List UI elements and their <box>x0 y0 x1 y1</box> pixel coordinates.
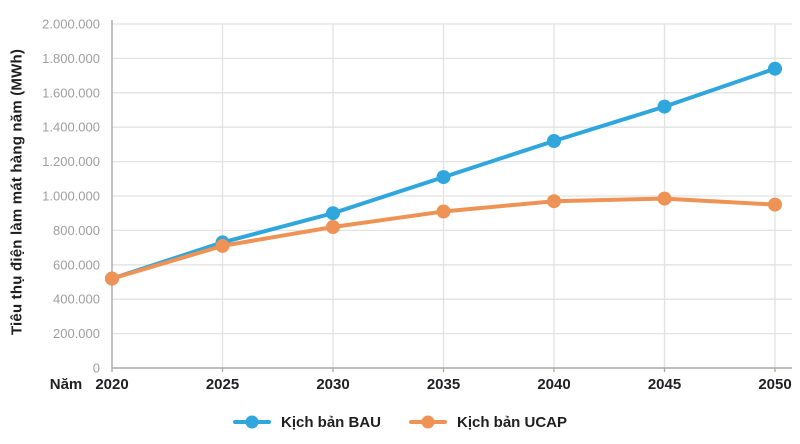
x-tick-label: 2030 <box>316 376 349 393</box>
data-point-ucap-2035 <box>436 204 451 219</box>
x-tick-label: 2050 <box>758 376 791 393</box>
legend-label-ucap: Kịch bản UCAP <box>457 413 568 431</box>
data-point-bau-2040 <box>547 134 561 148</box>
data-point-ucap-2040 <box>547 194 561 209</box>
legend-label-bau: Kịch bản BAU <box>280 413 381 431</box>
x-tick-label: 2025 <box>206 376 239 393</box>
data-point-ucap-2030 <box>326 220 340 234</box>
y-tick-label: 1.200.000 <box>42 154 100 169</box>
y-tick-label: 800.000 <box>53 223 100 238</box>
x-tick-label: 2045 <box>648 376 681 393</box>
legend-marker-icon-ucap <box>409 415 447 429</box>
data-point-ucap-2025 <box>215 238 230 253</box>
legend-marker-icon-bau <box>232 415 271 429</box>
y-tick-label: 2.000.000 <box>42 17 100 32</box>
x-tick-label: 2020 <box>95 376 128 393</box>
x-tick-label: 2040 <box>537 376 570 393</box>
y-tick-label: 600.000 <box>53 257 100 272</box>
y-tick-label: 200.000 <box>53 326 100 341</box>
chart-canvas: 0 200.000 400.000 600.000 800.000 1.000.000 1.… <box>42 17 792 393</box>
data-point-ucap-2045 <box>657 191 672 206</box>
data-point-ucap-2050 <box>768 197 782 212</box>
y-tick-label: 0 <box>93 361 100 376</box>
data-point-bau-2035 <box>436 170 451 185</box>
y-tick-label: 400.000 <box>53 292 100 307</box>
y-tick-label: 1.800.000 <box>42 51 100 66</box>
y-tick-label: 1.600.000 <box>42 85 100 100</box>
y-tick-label: 1.000.000 <box>42 189 100 204</box>
x-tick-label: 2035 <box>427 376 460 393</box>
legend-item-bau[interactable]: Kịch bản BAU <box>232 413 381 431</box>
data-point-bau-2045 <box>657 99 672 114</box>
data-point-bau-2050 <box>768 61 782 76</box>
x-axis-title: Năm <box>50 376 83 393</box>
data-point-bau-2030 <box>326 206 340 221</box>
legend: Kịch bản BAU Kịch bản UCAP <box>0 406 800 438</box>
data-point-ucap-2020 <box>105 271 119 286</box>
legend-item-ucap[interactable]: Kịch bản UCAP <box>409 414 567 431</box>
y-tick-label: 1.400.000 <box>42 120 100 135</box>
